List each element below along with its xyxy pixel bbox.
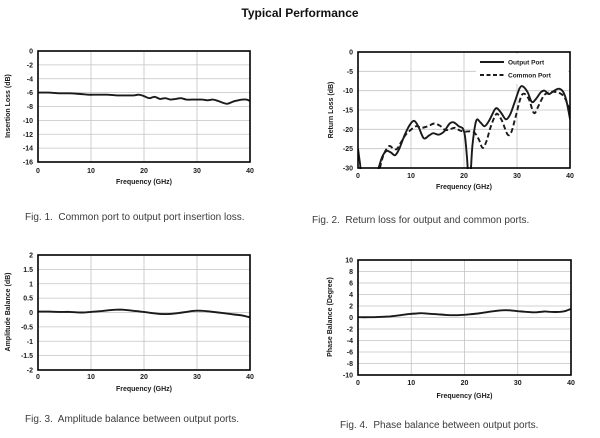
svg-text:30: 30 [514,380,522,387]
svg-text:Amplitude Balance (dB): Amplitude Balance (dB) [5,273,12,352]
svg-text:-30: -30 [343,166,353,173]
svg-text:Return Loss (dB): Return Loss (dB) [328,82,335,139]
svg-text:10: 10 [345,258,353,265]
svg-text:40: 40 [566,173,574,180]
svg-text:Frequency (GHz): Frequency (GHz) [116,179,172,186]
svg-text:0: 0 [36,168,40,175]
svg-text:-0.5: -0.5 [21,324,33,331]
svg-text:1: 1 [29,281,33,288]
svg-text:Frequency (GHz): Frequency (GHz) [116,386,172,393]
page-title: Typical Performance [241,6,359,20]
svg-text:-10: -10 [343,88,353,95]
svg-text:10: 10 [87,168,95,175]
svg-text:-16: -16 [23,160,33,167]
svg-text:-6: -6 [27,90,33,97]
svg-text:1.5: 1.5 [23,267,33,274]
svg-text:-2: -2 [27,368,33,375]
svg-text:40: 40 [246,374,254,381]
svg-text:Frequency (GHz): Frequency (GHz) [436,393,492,400]
svg-text:2: 2 [29,253,33,260]
svg-text:-1.5: -1.5 [21,353,33,360]
svg-text:20: 20 [140,374,148,381]
svg-text:Common Port: Common Port [508,73,552,80]
svg-text:0: 0 [29,310,33,317]
svg-text:40: 40 [567,380,575,387]
svg-text:6: 6 [349,281,353,288]
svg-text:20: 20 [140,168,148,175]
svg-text:-15: -15 [343,108,353,115]
svg-text:Insertion Loss (dB): Insertion Loss (dB) [5,74,12,138]
fig4-caption: Fig. 4. Phase balance between output por… [340,420,539,431]
svg-text:-4: -4 [347,338,353,345]
svg-text:-2: -2 [27,62,33,69]
fig1-caption: Fig. 1. Common port to output port inser… [25,212,245,223]
svg-text:Phase Balance (Degree): Phase Balance (Degree) [327,277,334,357]
svg-text:20: 20 [461,380,469,387]
svg-text:8: 8 [349,269,353,276]
svg-text:20: 20 [460,173,468,180]
svg-text:Output Port: Output Port [508,60,545,67]
svg-text:-12: -12 [23,132,33,139]
svg-text:-8: -8 [347,361,353,368]
svg-text:30: 30 [193,374,201,381]
svg-text:-25: -25 [343,146,353,153]
svg-text:0: 0 [349,315,353,322]
svg-text:-8: -8 [27,104,33,111]
svg-text:10: 10 [87,374,95,381]
svg-text:-5: -5 [347,69,353,76]
svg-text:0: 0 [36,374,40,381]
svg-text:-20: -20 [343,127,353,134]
fig3-caption: Fig. 3. Amplitude balance between output… [25,414,240,425]
svg-text:0.5: 0.5 [23,296,33,303]
svg-text:40: 40 [246,168,254,175]
svg-text:0: 0 [349,50,353,57]
svg-text:-6: -6 [347,350,353,357]
svg-text:10: 10 [407,380,415,387]
svg-text:0: 0 [356,380,360,387]
fig1-insertion-loss-chart: 0 10 20 30 40 0 -2 -4 -6 -8 -10 -12 -14 -16 Frequency … [5,49,254,187]
svg-text:4: 4 [349,292,353,299]
svg-text:Frequency (GHz): Frequency (GHz) [436,184,492,191]
fig3-amplitude-balance-chart: 0 10 20 30 40 2 1.5 1 0.5 0 -0.5 -1 -1.5 -2 Frequency … [5,253,254,394]
svg-text:0: 0 [29,49,33,56]
svg-text:-10: -10 [23,118,33,125]
svg-text:10: 10 [407,173,415,180]
fig2-return-loss-chart: 0 10 20 30 40 0 -5 -10 -15 -20 -25 -30 Frequency (GH… [328,50,574,192]
svg-text:0: 0 [356,173,360,180]
svg-text:-1: -1 [27,339,33,346]
svg-text:-4: -4 [27,76,33,83]
svg-text:-2: -2 [347,327,353,334]
svg-text:30: 30 [193,168,201,175]
svg-text:2: 2 [349,304,353,311]
svg-text:-10: -10 [343,373,353,380]
svg-text:30: 30 [513,173,521,180]
fig2-caption: Fig. 2. Return loss for output and commo… [312,215,530,226]
svg-text:-14: -14 [23,146,33,153]
